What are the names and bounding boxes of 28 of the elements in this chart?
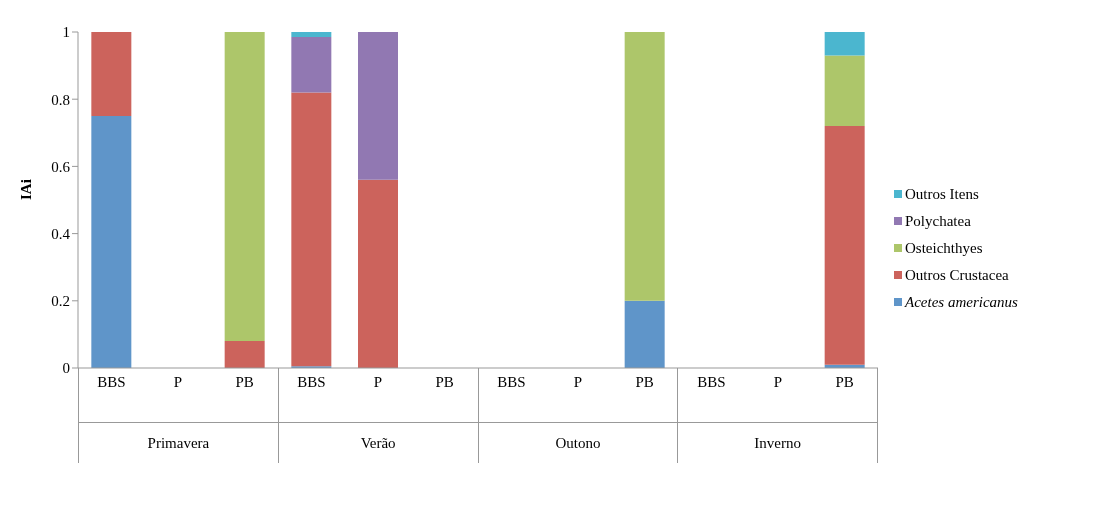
- text: Verão: [278, 422, 478, 463]
- x-tick-label: P: [573, 373, 583, 390]
- y-tick-label: 0.2: [51, 293, 70, 310]
- y-tick-label: 0: [62, 360, 70, 377]
- x-tick-label: PB: [835, 373, 854, 390]
- y-tick-label: 1: [62, 24, 70, 41]
- x-tick-label: PB: [635, 373, 654, 390]
- text: Inverno: [678, 422, 877, 463]
- x-tick-label: PB: [435, 373, 454, 390]
- legend-label: Outros Itens: [905, 185, 979, 203]
- legend-label: Osteichthyes: [905, 239, 983, 257]
- x-tick-label: BBS: [697, 373, 726, 390]
- legend-label: Acetes americanus: [905, 293, 1018, 311]
- x-tick-label: P: [373, 373, 383, 390]
- y-tick-label: 0.4: [51, 225, 71, 242]
- y-axis-title: IAi: [18, 179, 35, 200]
- legend-label: Outros Crustacea: [905, 266, 1009, 284]
- x-tick-label: P: [773, 373, 783, 390]
- x-tick-label: PB: [235, 373, 254, 390]
- x-tick-label: BBS: [297, 373, 326, 390]
- x-tick-label: P: [173, 373, 183, 390]
- text: Primavera: [79, 422, 278, 463]
- text: Outono: [478, 422, 678, 463]
- x-tick-label: BBS: [97, 373, 126, 390]
- legend-label: Polychatea: [905, 212, 971, 230]
- x-tick-label: BBS: [497, 373, 526, 390]
- y-tick-label: 0.6: [51, 158, 71, 175]
- y-tick-label: 0.8: [51, 91, 70, 108]
